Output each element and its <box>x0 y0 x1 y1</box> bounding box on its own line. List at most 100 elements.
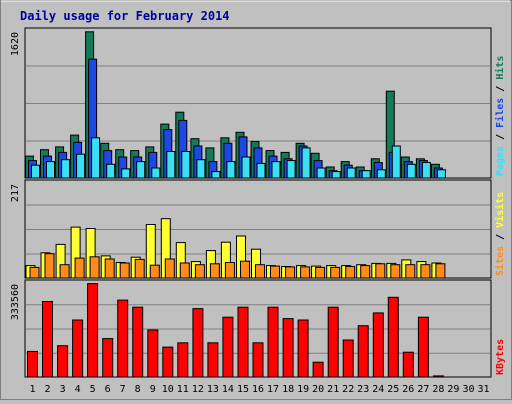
bar-sites-day-25 <box>390 264 401 279</box>
bar-pages-day-2 <box>46 161 55 179</box>
bar-pages-day-13 <box>211 171 221 179</box>
bar-kbytes-day-18 <box>282 318 294 378</box>
bar-kbytes-day-13 <box>207 342 219 378</box>
bar-sites-day-8 <box>134 258 145 279</box>
bar-sites-day-28 <box>435 263 446 279</box>
bar-pages-day-7 <box>121 168 131 179</box>
bar-sites-day-18 <box>285 266 296 279</box>
bar-kbytes-day-16 <box>252 342 264 378</box>
bar-kbytes-day-2 <box>42 301 53 378</box>
bar-sites-day-22 <box>345 266 356 279</box>
bar-sites-day-2 <box>44 253 55 279</box>
bar-pages-day-3 <box>61 159 71 179</box>
bar-pages-day-21 <box>331 171 341 179</box>
bar-kbytes-day-6 <box>102 338 114 378</box>
bar-pages-day-8 <box>136 161 146 179</box>
legend-item-sites: Sites <box>494 246 506 276</box>
x-tick-day-9: 9 <box>150 384 156 395</box>
x-tick-day-7: 7 <box>120 384 126 395</box>
x-tick-day-17: 17 <box>267 384 279 395</box>
bar-kbytes-day-15 <box>237 306 249 378</box>
bar-sites-day-5 <box>89 256 100 279</box>
bar-sites-day-9 <box>149 264 160 279</box>
chart-title: Daily usage for February 2014 <box>20 9 230 23</box>
bar-pages-day-27 <box>421 162 431 179</box>
bar-pages-day-10 <box>166 151 176 179</box>
bar-sites-day-26 <box>405 264 416 279</box>
bar-sites-day-19 <box>300 266 311 279</box>
bar-kbytes-day-28 <box>432 375 444 378</box>
bar-sites-day-1 <box>29 266 40 279</box>
x-tick-day-12: 12 <box>192 384 204 395</box>
bar-sites-day-15 <box>240 260 250 279</box>
bar-sites-day-21 <box>330 266 341 279</box>
x-tick-day-2: 2 <box>44 384 50 395</box>
bar-sites-day-12 <box>194 264 205 279</box>
x-tick-day-4: 4 <box>75 384 81 395</box>
legend-kbytes: KBytes <box>495 339 506 375</box>
bar-kbytes-day-12 <box>192 308 204 378</box>
bar-kbytes-day-9 <box>147 329 159 378</box>
bar-kbytes-day-10 <box>162 346 174 378</box>
bar-sites-day-14 <box>224 262 235 279</box>
bar-pages-day-15 <box>241 156 251 179</box>
legend-separator: / <box>495 80 506 98</box>
bar-sites-day-27 <box>420 264 431 279</box>
bar-sites-day-13 <box>209 263 220 279</box>
x-tick-day-15: 15 <box>237 384 249 395</box>
bar-pages-day-9 <box>151 167 161 179</box>
bar-pages-day-1 <box>31 164 40 179</box>
bar-kbytes-day-27 <box>417 316 429 378</box>
bar-kbytes-day-11 <box>177 342 189 378</box>
bar-kbytes-day-4 <box>72 319 84 378</box>
bar-kbytes-day-21 <box>327 306 339 378</box>
bar-pages-day-24 <box>376 169 386 179</box>
legend-item-kbytes: KBytes <box>495 339 506 375</box>
x-tick-day-18: 18 <box>282 384 294 395</box>
bar-kbytes-day-5 <box>87 283 99 378</box>
bar-kbytes-day-14 <box>222 316 234 378</box>
x-tick-day-1: 1 <box>29 384 35 395</box>
bar-pages-day-17 <box>271 161 281 179</box>
bar-sites-day-10 <box>164 258 175 279</box>
bar-sites-day-20 <box>315 266 326 279</box>
bar-sites-day-16 <box>255 264 265 279</box>
x-tick-day-21: 21 <box>327 384 339 395</box>
x-tick-day-24: 24 <box>372 384 384 395</box>
x-tick-day-28: 28 <box>432 384 444 395</box>
x-tick-day-11: 11 <box>177 384 189 395</box>
x-tick-day-23: 23 <box>357 384 369 395</box>
legend-hits: Pages / Files / Hits <box>494 56 506 176</box>
bar-sites-day-6 <box>104 258 115 279</box>
bar-sites-day-7 <box>119 262 130 279</box>
bar-kbytes-day-24 <box>372 312 384 378</box>
bar-kbytes-day-26 <box>402 351 414 378</box>
legend-item-hits: Hits <box>494 56 506 80</box>
bar-kbytes-day-1 <box>27 350 38 378</box>
x-tick-day-16: 16 <box>252 384 264 395</box>
bar-sites-day-11 <box>179 262 190 279</box>
ymax-label-kbytes: 333560 <box>10 284 21 320</box>
legend-item-files: Files <box>494 98 506 128</box>
bar-sites-day-24 <box>375 263 386 279</box>
bar-kbytes-day-19 <box>297 319 309 378</box>
bar-kbytes-day-25 <box>387 296 399 378</box>
ymax-label-hits: 1620 <box>10 32 21 56</box>
x-tick-day-27: 27 <box>417 384 429 395</box>
bar-kbytes-day-22 <box>342 339 354 378</box>
x-tick-day-14: 14 <box>222 384 234 395</box>
x-tick-day-31: 31 <box>477 384 489 395</box>
bar-pages-day-25 <box>391 145 401 179</box>
legend-visits: Sites / Visits <box>494 192 506 276</box>
bar-pages-day-6 <box>106 163 116 179</box>
x-tick-day-19: 19 <box>297 384 309 395</box>
x-tick-day-22: 22 <box>342 384 354 395</box>
bar-pages-day-18 <box>286 160 296 179</box>
x-tick-day-8: 8 <box>135 384 141 395</box>
bar-pages-day-28 <box>436 169 446 179</box>
x-tick-day-20: 20 <box>312 384 324 395</box>
bar-pages-day-4 <box>76 153 86 179</box>
bar-pages-day-5 <box>91 137 101 179</box>
